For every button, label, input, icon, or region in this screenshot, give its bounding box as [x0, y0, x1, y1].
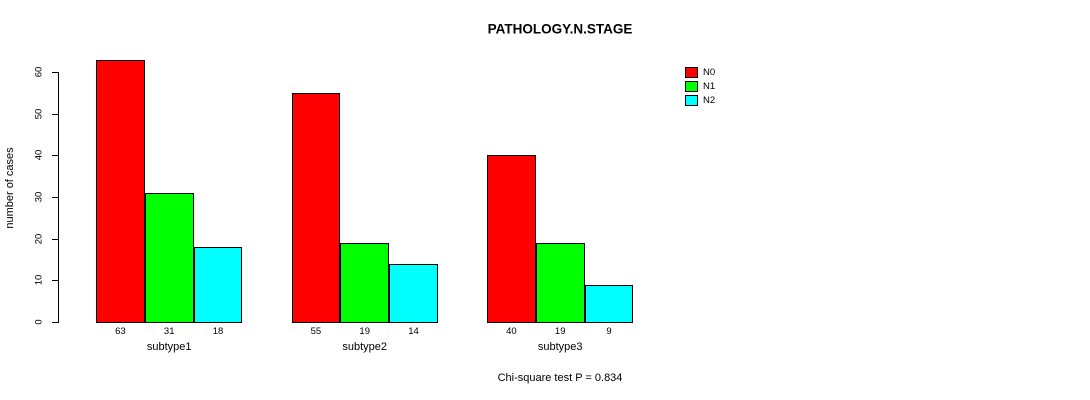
legend-label: N1	[703, 80, 716, 92]
bar-value-label: 31	[163, 326, 175, 337]
legend-item-N1: N1	[685, 79, 715, 93]
bar-value-label: 9	[606, 326, 612, 337]
y-tick	[52, 155, 58, 157]
bar-value-label: 40	[506, 326, 517, 337]
bar-value-label: 19	[359, 326, 370, 337]
bar-subtype3-N1	[535, 242, 585, 323]
y-tick-label: 50	[33, 108, 45, 119]
y-tick	[52, 322, 58, 323]
bar-value-label: 18	[212, 326, 224, 337]
y-tick-label: 10	[33, 275, 45, 286]
bar-subtype2-N0	[291, 92, 341, 323]
bar-subtype1-N0	[96, 59, 145, 323]
y-tick	[52, 197, 58, 198]
y-tick	[52, 280, 58, 282]
y-tick-label: 30	[33, 191, 45, 203]
category-label: subtype2	[342, 341, 388, 353]
bar-subtype1-N1	[144, 192, 194, 323]
category-label: subtype1	[146, 341, 192, 353]
legend: N0 N1 N2	[685, 65, 715, 107]
legend-label: N2	[703, 94, 716, 106]
y-axis-label: number of cases	[4, 147, 16, 229]
y-tick	[52, 113, 58, 115]
bar-subtype2-N1	[340, 242, 390, 323]
bar-subtype3-N0	[487, 155, 536, 323]
chi-square-annotation: Chi-square test P = 0.834	[497, 372, 623, 384]
y-tick-label: 60	[33, 66, 45, 78]
y-axis-line	[58, 72, 59, 323]
legend-item-N0: N0	[685, 65, 715, 79]
legend-label: N0	[703, 66, 716, 78]
bar-value-label: 14	[408, 326, 419, 337]
legend-swatch-N1	[685, 80, 698, 92]
y-tick-label: 40	[33, 150, 45, 161]
y-tick-label: 0	[33, 319, 45, 325]
bar-subtype1-N2	[193, 247, 243, 323]
legend-swatch-N2	[685, 94, 698, 106]
bar-value-label: 63	[115, 326, 126, 337]
chart-title: PATHOLOGY.N.STAGE	[487, 21, 633, 37]
y-tick	[52, 72, 58, 73]
y-tick-label: 20	[33, 233, 45, 244]
legend-swatch-N0	[685, 66, 698, 78]
bar-value-label: 19	[554, 326, 566, 337]
bar-subtype3-N2	[584, 284, 634, 323]
bar-subtype2-N2	[389, 263, 438, 323]
category-label: subtype3	[537, 341, 583, 353]
y-tick	[52, 238, 58, 240]
bar-value-label: 55	[310, 326, 322, 337]
legend-item-N2: N2	[685, 93, 715, 107]
